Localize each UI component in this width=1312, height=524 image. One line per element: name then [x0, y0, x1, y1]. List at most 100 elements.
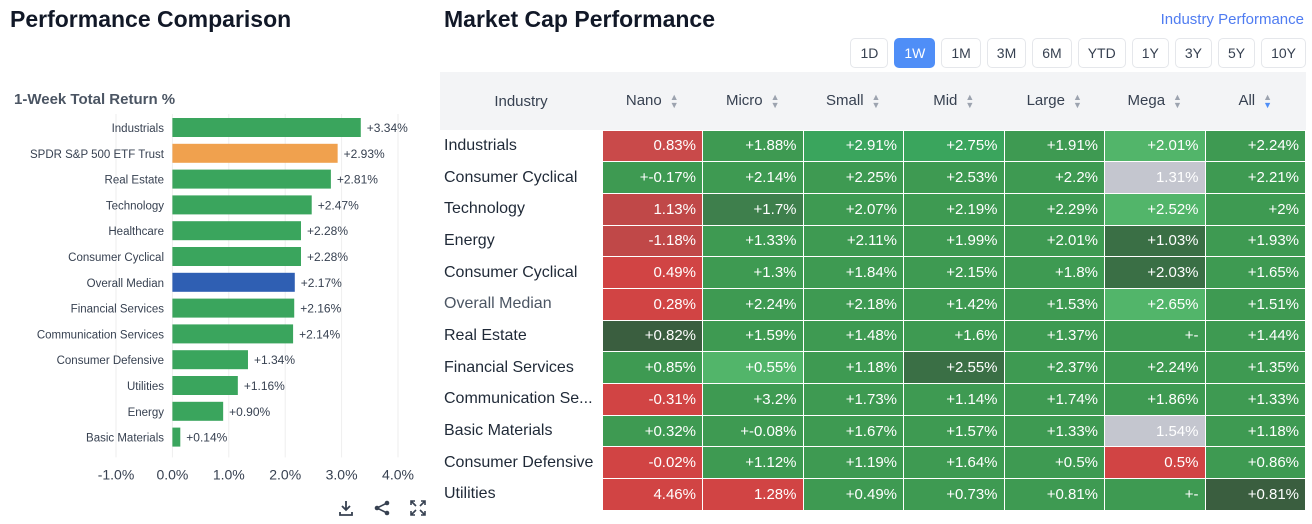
industry-name[interactable]: Real Estate [440, 320, 602, 352]
sort-icon[interactable]: ▲ ▼ [1263, 92, 1273, 111]
category-label: Energy [128, 407, 165, 419]
bar [172, 401, 224, 421]
category-label: Overall Median [87, 278, 164, 290]
performance-bar-chart: 1-Week Total Return % -1.0% 0.0% 1.0% 2.0% 3.… [14, 91, 414, 482]
value-label: +1.16% [244, 379, 285, 393]
period-button-ytd[interactable]: YTD [1077, 38, 1126, 68]
expand-icon[interactable] [408, 498, 428, 518]
market-cap-title: Market Cap Performance [444, 6, 715, 32]
sort-icon[interactable]: ▲ ▼ [965, 92, 975, 111]
performance-cell: +2.37% [1003, 351, 1105, 384]
period-button-5y[interactable]: 5Y [1217, 38, 1256, 68]
column-header-micro[interactable]: Micro ▲ ▼ [702, 72, 803, 130]
column-header-label: Nano [625, 92, 662, 110]
performance-cell: +0.49% [802, 478, 904, 511]
value-label: +2.47% [318, 198, 359, 212]
performance-cell: +2% [1204, 192, 1306, 226]
period-button-1m[interactable]: 1M [941, 38, 981, 68]
performance-cell: +2.19% [903, 192, 1005, 226]
column-header-small[interactable]: Small ▲ ▼ [803, 72, 904, 130]
performance-cell: +1.48% [802, 319, 904, 353]
category-label: Utilities [127, 381, 164, 393]
download-icon[interactable] [336, 498, 356, 518]
performance-cell: +2.53% [903, 161, 1005, 194]
performance-cell: 0.83% [601, 129, 703, 163]
sort-icon[interactable]: ▲ ▼ [770, 92, 780, 111]
period-button-3y[interactable]: 3Y [1174, 38, 1212, 68]
category-label: Industrials [112, 123, 165, 135]
column-header-label: All [1238, 92, 1256, 110]
performance-cell: 1.31% [1104, 161, 1206, 194]
industry-name[interactable]: Industrials [440, 130, 602, 162]
sort-icon[interactable]: ▲ ▼ [669, 92, 679, 111]
performance-cell: +0.5% [1003, 446, 1105, 480]
industry-name[interactable]: Consumer Defensive [440, 446, 602, 479]
performance-cell: +2.18% [802, 287, 904, 321]
market-cap-panel: Market Cap Performance Industry Performa… [436, 0, 1312, 524]
table-row: Communication Se... -0.31% +3.2% +1.73% +1.1… [440, 383, 1306, 416]
category-label: Consumer Defensive [57, 355, 164, 367]
performance-cell: +2.75% [903, 129, 1005, 163]
column-header-label: Large [1026, 92, 1065, 110]
column-header-large[interactable]: Large ▲ ▼ [1004, 72, 1105, 130]
column-header-mid[interactable]: Mid ▲ ▼ [903, 72, 1004, 130]
period-button-6m[interactable]: 6M [1032, 38, 1072, 68]
industry-name[interactable]: Consumer Cyclical [440, 161, 602, 194]
column-header-mega[interactable]: Mega ▲ ▼ [1104, 72, 1205, 130]
performance-cell: +2.07% [802, 192, 904, 226]
performance-cell: 4.46% [601, 478, 703, 511]
table-row: Basic Materials +0.32% +-0.08% +1.67% +1.57%… [440, 414, 1306, 448]
performance-cell: +3.2% [702, 383, 804, 416]
column-header-all[interactable]: All ▲ ▼ [1205, 72, 1306, 130]
category-label: Healthcare [108, 226, 164, 238]
column-header-label: Industry [494, 92, 548, 110]
industry-name[interactable]: Utilities [440, 478, 602, 511]
industry-name[interactable]: Financial Services [440, 351, 602, 384]
category-label: Consumer Cyclical [68, 252, 164, 264]
performance-cell: +2.03% [1104, 256, 1206, 289]
bar [172, 298, 295, 318]
period-button-1y[interactable]: 1Y [1131, 38, 1169, 68]
bar [172, 376, 238, 395]
performance-cell: +2.65% [1104, 287, 1206, 321]
performance-cell: +1.03% [1104, 224, 1206, 258]
period-button-1w[interactable]: 1W [894, 38, 936, 68]
performance-cell: +0.32% [601, 414, 703, 448]
sort-icon[interactable]: ▲ ▼ [1173, 92, 1182, 111]
category-label: Real Estate [105, 175, 164, 187]
sort-icon[interactable]: ▲ ▼ [871, 92, 881, 111]
performance-cell: +2.01% [1003, 224, 1105, 258]
industry-name[interactable]: Energy [440, 225, 602, 257]
industry-name[interactable]: Technology [440, 193, 602, 226]
table-row: Consumer Defensive -0.02% +1.12% +1.19% +1.6… [440, 446, 1306, 480]
performance-cell: +1.91% [1003, 129, 1105, 163]
period-button-10y[interactable]: 10Y [1261, 38, 1306, 68]
column-header-label: Small [826, 92, 864, 110]
performance-cell: +0.81% [1003, 478, 1105, 511]
period-button-3m[interactable]: 3M [986, 38, 1027, 68]
performance-cell: +0.73% [903, 478, 1005, 511]
performance-cell: +0.82% [601, 319, 703, 353]
performance-cell: +1.37% [1003, 319, 1105, 353]
column-header-nano[interactable]: Nano ▲ ▼ [602, 72, 703, 130]
period-button-1d[interactable]: 1D [850, 38, 889, 68]
sort-icon[interactable]: ▲ ▼ [1072, 92, 1082, 111]
performance-cell: +-0.17% [601, 161, 703, 194]
table-row: Utilities 4.46% 1.28% +0.49% +0.73% +0.81% +- +… [440, 478, 1306, 511]
industry-name[interactable]: Consumer Cyclical [440, 256, 602, 289]
industry-name[interactable]: Overall Median [440, 288, 602, 321]
performance-cell: +1.93% [1204, 224, 1306, 258]
performance-cell: +2.21% [1204, 161, 1306, 194]
performance-cell: +1.18% [802, 351, 904, 384]
industry-name[interactable]: Communication Se... [440, 383, 602, 416]
performance-cell: +2.11% [802, 224, 904, 258]
industry-performance-link[interactable]: Industry Performance [1160, 11, 1304, 28]
value-label: +2.14% [299, 327, 340, 341]
industry-name[interactable]: Basic Materials [440, 415, 602, 447]
x-tick-label: 1.0% [213, 466, 245, 482]
value-label: +2.28% [307, 224, 348, 238]
category-label: Basic Materials [86, 433, 164, 445]
share-icon[interactable] [372, 498, 392, 518]
column-header-label: Mid [933, 92, 958, 110]
performance-cell: +2.29% [1003, 192, 1105, 226]
